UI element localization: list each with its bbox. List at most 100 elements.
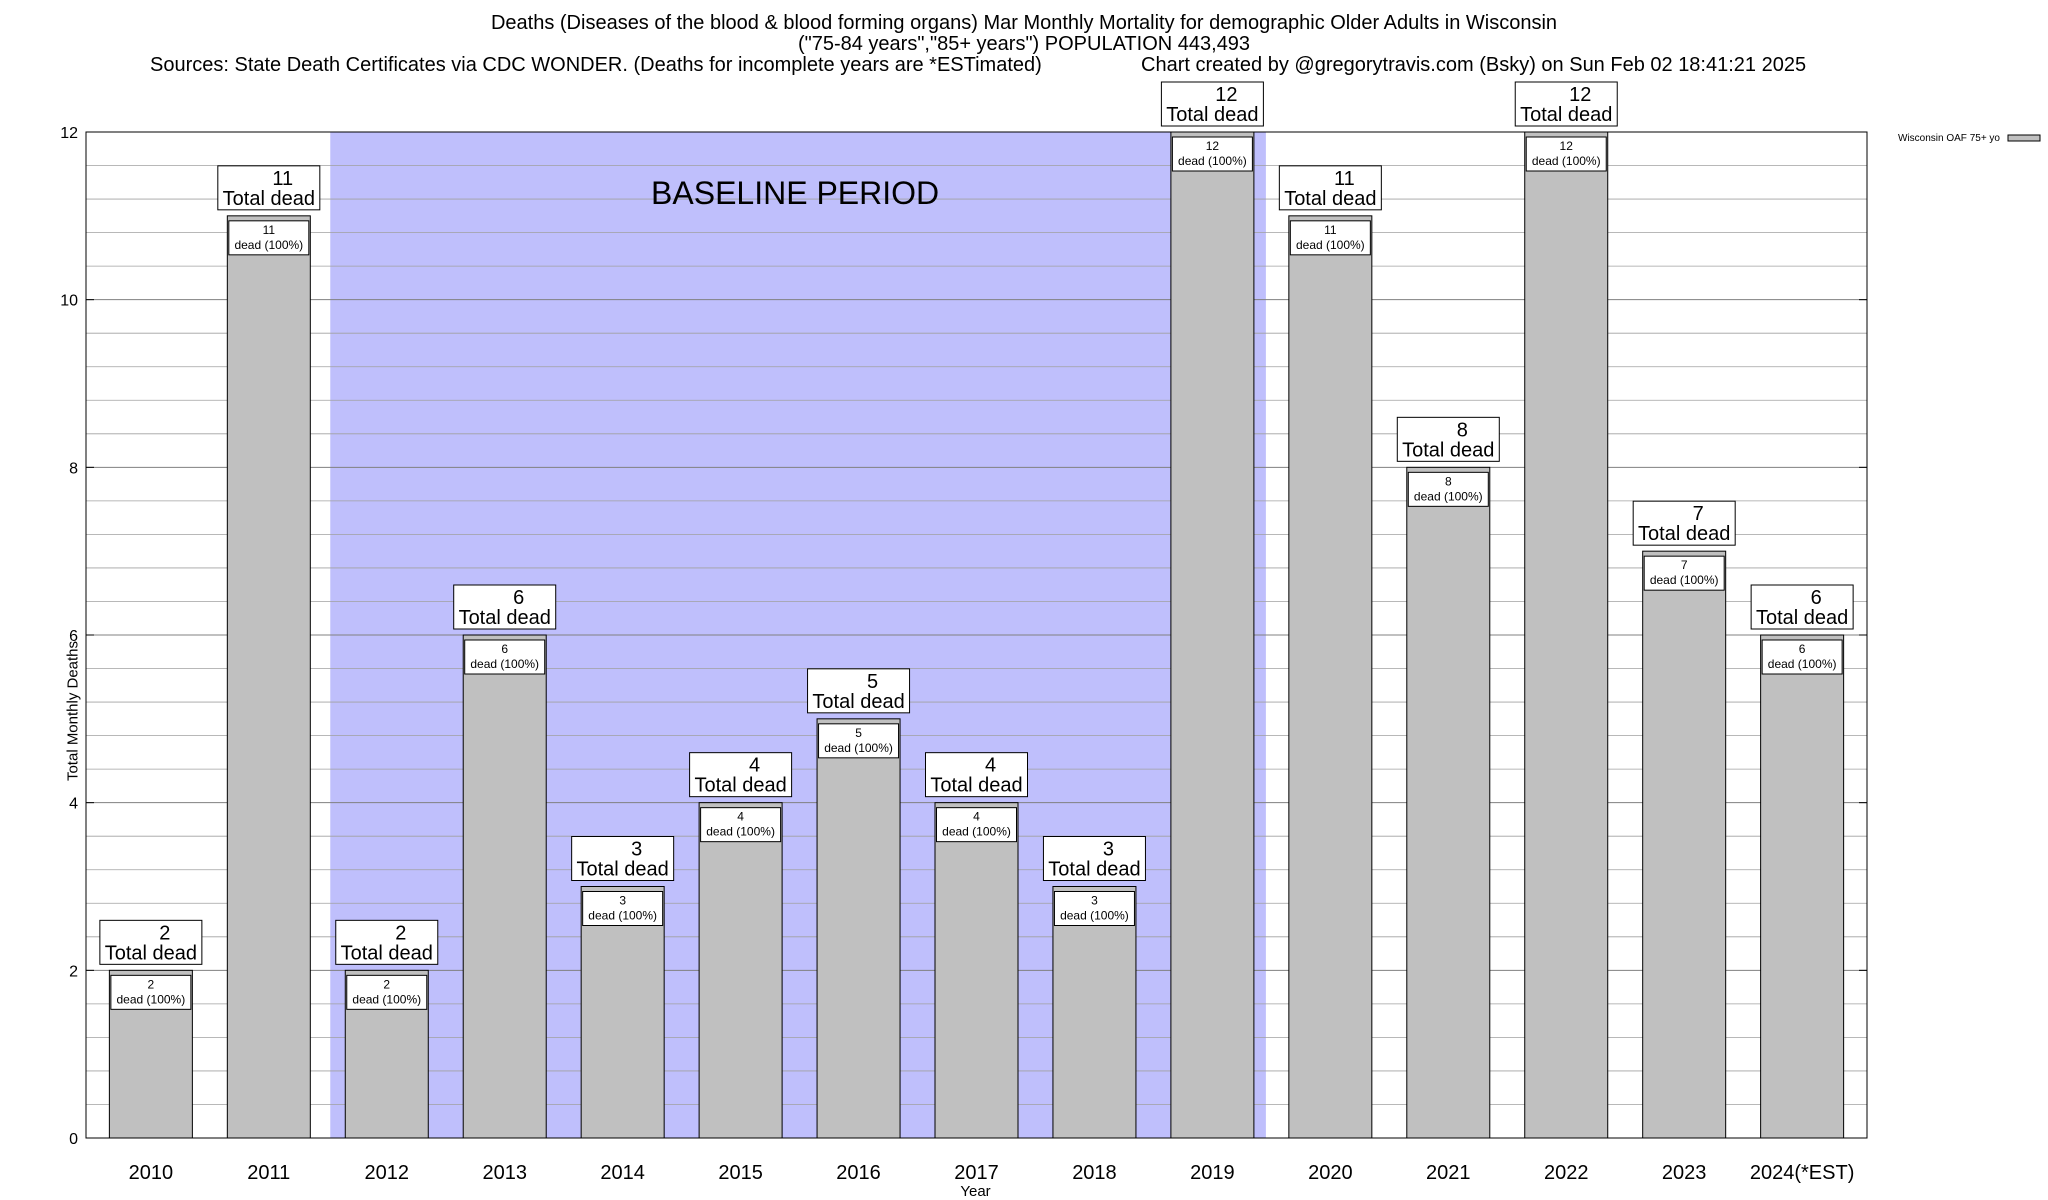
x-tick-label: 2011 [247,1162,290,1184]
bar-total-value: 6 [513,587,524,609]
y-tick-label: 4 [69,796,78,813]
bar-total-value: 8 [1457,419,1468,441]
bar-total-label-box [1278,165,1382,211]
bar-inner-label-box [1289,220,1371,256]
bar-inner-value: 2 [148,977,155,991]
y-tick-label: 2 [69,963,78,980]
bar-total-value: 3 [631,839,642,861]
bar-total-label: Total dead [694,775,786,797]
bar-total-label: Total dead [812,691,904,713]
bar [816,718,901,1139]
chart-sources: Sources: State Death Certificates via CD… [150,54,1042,76]
x-axis-label: Year [960,1183,990,1200]
bar-inner-value: 6 [501,642,508,656]
bar-inner-label-box [346,974,428,1010]
bar-inner-label-box [818,723,900,759]
bar-inner-label: dead (100%) [1414,489,1483,503]
bar-inner-label: dead (100%) [1532,154,1601,168]
y-axis-label: Total Monthly Deaths [64,640,82,782]
bar-inner-label: dead (100%) [117,992,186,1006]
bar-inner-label: dead (100%) [942,825,1011,839]
bar-inner-label-box [1053,891,1135,926]
bar-inner-label: dead (100%) [706,825,775,839]
bar-total-label: Total dead [1166,104,1258,126]
bar [580,886,665,1139]
bar-inner-label: dead (100%) [352,992,421,1006]
bar-total-label-box [1750,584,1854,630]
bar-inner-value: 8 [1445,474,1452,488]
x-tick-label: 2010 [129,1162,174,1184]
y-tick-label: 12 [60,125,78,142]
bar-total-label: Total dead [105,942,197,964]
bar [1170,131,1255,1139]
bar-total-label: Total dead [1284,188,1376,210]
bar [462,634,547,1139]
bar-inner-value: 4 [973,810,980,824]
bar-inner-label-box [582,891,664,926]
bar [1642,550,1727,1139]
bar-total-value: 4 [749,755,760,777]
bar-inner-value: 3 [619,894,626,908]
bar-inner-label: dead (100%) [1060,909,1129,923]
bar-total-label-box [1396,416,1500,462]
bar [1524,131,1609,1139]
bar [226,215,311,1139]
bar-inner-label: dead (100%) [234,238,303,252]
bar-total-label: Total dead [1638,523,1730,545]
baseline-period-label: BASELINE PERIOD [651,175,939,211]
bar-total-label-box [1632,500,1736,546]
bar-total-label-box [217,165,321,211]
bar-inner-label-box [464,639,546,675]
legend-label: Wisconsin OAF 75+ yo [1898,133,2000,144]
bar-total-value: 12 [1215,84,1237,106]
bar-total-label-box [99,919,203,965]
bar-total-label: Total dead [1756,607,1848,629]
bar-total-label: Total dead [1520,104,1612,126]
bar-inner-label-box [1407,471,1489,507]
bar-inner-value: 6 [1799,642,1806,656]
bar-total-label-box [453,584,557,630]
bar-inner-value: 11 [1324,223,1337,237]
x-tick-label: 2020 [1308,1162,1353,1184]
bar-total-label-box [1042,836,1146,881]
x-tick-label: 2015 [718,1162,763,1184]
bar-total-value: 6 [1811,587,1822,609]
bar-total-label: Total dead [930,775,1022,797]
bar-total-label-box [335,919,439,965]
bar-total-label: Total dead [459,607,551,629]
bar-total-value: 2 [159,922,170,944]
bar-inner-label: dead (100%) [470,657,539,671]
y-tick-label: 8 [69,460,78,477]
bar-total-label: Total dead [577,859,669,881]
bar [934,802,1019,1139]
chart-subtitle: ("75-84 years","85+ years") POPULATION 4… [797,33,1251,55]
x-tick-label: 2013 [482,1162,527,1184]
bar-total-label: Total dead [1048,859,1140,881]
chart-title: Deaths (Diseases of the blood & blood fo… [490,12,1558,34]
bar-inner-label-box [1761,639,1843,675]
x-tick-label: 2022 [1544,1162,1589,1184]
bar-inner-label: dead (100%) [588,909,657,923]
bar [1288,215,1373,1139]
x-tick-label: 2017 [954,1162,999,1184]
bar-inner-label-box [1171,136,1253,172]
bar [1052,886,1137,1139]
x-tick-label: 2012 [365,1162,410,1184]
bar-inner-label-box [1643,555,1725,591]
x-tick-label: 2023 [1662,1162,1707,1184]
bar-inner-value: 4 [737,810,744,824]
bar-inner-label: dead (100%) [1650,573,1719,587]
bar-inner-value: 12 [1560,139,1574,153]
bar-inner-label: dead (100%) [1178,154,1247,168]
x-tick-label: 2024(*EST) [1750,1162,1855,1184]
x-tick-label: 2018 [1072,1162,1117,1184]
bar-total-value: 5 [867,671,878,693]
bar-total-value: 7 [1693,503,1704,525]
bar-inner-value: 7 [1681,558,1688,572]
bar-inner-value: 5 [855,726,862,740]
bar-total-label-box [571,836,675,881]
bar-total-value: 2 [395,922,406,944]
bar-total-value: 3 [1103,839,1114,861]
bar-total-value: 11 [272,168,293,190]
